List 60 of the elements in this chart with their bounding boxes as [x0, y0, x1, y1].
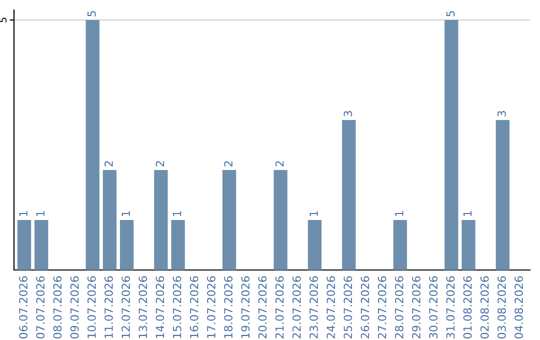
x-tick-label: 25.07.2026 [344, 276, 352, 338]
x-tick-label: 18.07.2026 [224, 276, 233, 338]
x-tick-label: 02.08.2026 [480, 276, 489, 338]
x-tick-label: 10.07.2026 [87, 276, 96, 338]
data-label: 5 [446, 11, 455, 16]
data-label: 3 [344, 111, 352, 116]
x-tick-label: 30.07.2026 [429, 276, 438, 338]
x-tick-label: 06.07.2026 [19, 276, 28, 338]
data-label: 1 [36, 211, 44, 216]
x-tick-label: 28.07.2026 [394, 276, 404, 338]
x-tick-label: 09.07.2026 [70, 276, 79, 338]
bar [86, 20, 100, 270]
bar [154, 170, 168, 270]
bar [342, 120, 356, 270]
bar [102, 170, 117, 270]
x-tick-label: 16.07.2026 [190, 276, 198, 338]
x-tick-label: 03.08.2026 [497, 276, 506, 338]
data-label: 1 [19, 211, 28, 216]
bar [444, 20, 458, 270]
x-tick-label: 08.07.2026 [53, 276, 62, 338]
bar [462, 220, 476, 270]
data-label: 2 [156, 161, 164, 166]
data-label: 2 [104, 161, 113, 166]
data-label: 5 [88, 11, 96, 16]
bar [308, 220, 322, 270]
data-label: 1 [463, 211, 472, 216]
bar [496, 120, 510, 270]
x-tick-label: 24.07.2026 [326, 276, 336, 338]
x-tick-label: 20.07.2026 [258, 276, 267, 338]
bar [222, 170, 236, 270]
bar [120, 220, 134, 270]
x-tick-label: 01.08.2026 [463, 276, 472, 338]
data-label: 2 [275, 161, 284, 166]
x-tick-label: 29.07.2026 [412, 276, 420, 338]
data-label: 1 [395, 211, 404, 216]
x-tick-label: 23.07.2026 [310, 276, 318, 338]
x-tick-label: 21.07.2026 [275, 276, 284, 338]
x-tick-label: 19.07.2026 [241, 276, 250, 338]
x-tick-label: 22.07.2026 [292, 276, 301, 338]
data-label: 1 [310, 211, 318, 216]
data-label: 2 [224, 161, 232, 166]
data-label: 1 [172, 211, 182, 216]
x-tick-label: 13.07.2026 [138, 276, 148, 338]
x-tick-label: 07.07.2026 [36, 276, 45, 338]
bar [17, 220, 32, 270]
x-tick-label: 12.07.2026 [122, 276, 130, 338]
x-tick-label: 04.08.2026 [514, 276, 523, 338]
x-tick-label: 26.07.2026 [360, 276, 370, 338]
bar [274, 170, 288, 270]
bar [171, 220, 185, 270]
x-tick-label: 17.07.2026 [207, 276, 216, 338]
bar [34, 220, 48, 270]
x-tick-label: 11.07.2026 [104, 276, 113, 338]
bar [393, 220, 407, 270]
x-tick-label: 31.07.2026 [446, 276, 455, 338]
data-label: 1 [122, 211, 130, 216]
data-label: 3 [497, 111, 506, 116]
x-tick-label: 15.07.2026 [172, 276, 182, 338]
x-tick-label: 27.07.2026 [378, 276, 386, 338]
x-tick-label: 14.07.2026 [156, 276, 164, 338]
